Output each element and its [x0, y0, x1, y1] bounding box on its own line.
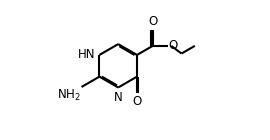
Text: NH$_2$: NH$_2$	[57, 88, 81, 103]
Text: HN: HN	[78, 48, 96, 61]
Text: O: O	[169, 39, 178, 52]
Text: N: N	[114, 91, 123, 104]
Text: O: O	[148, 15, 157, 28]
Text: O: O	[132, 95, 142, 108]
